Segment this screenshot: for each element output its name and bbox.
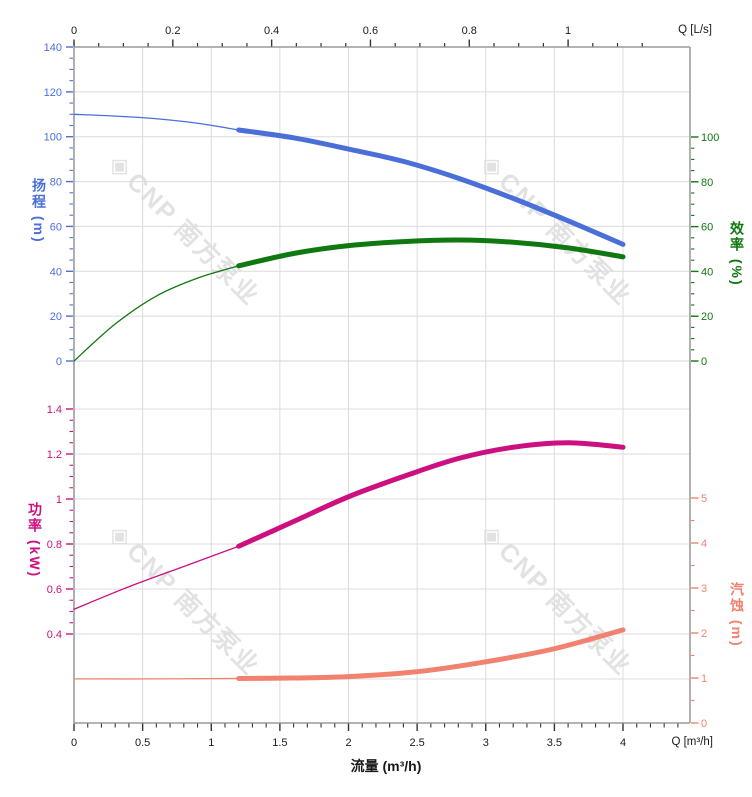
- flow-axis-top: 0 0.2 0.4 0.6 0.8 1: [71, 25, 643, 47]
- svg-text:100: 100: [701, 132, 719, 144]
- svg-text:0.4: 0.4: [47, 629, 62, 641]
- svg-text:0.6: 0.6: [47, 584, 62, 596]
- svg-text:2: 2: [345, 737, 351, 749]
- svg-text:40: 40: [701, 266, 713, 278]
- svg-text:0.8: 0.8: [462, 25, 477, 37]
- svg-text:1: 1: [701, 673, 707, 685]
- flow-unit-bottom-label: Q [m³/h]: [671, 736, 713, 748]
- gridlines: [74, 46, 690, 723]
- svg-text:1: 1: [565, 25, 571, 37]
- svg-text:0: 0: [56, 356, 62, 368]
- svg-text:140: 140: [44, 42, 62, 54]
- svg-text:1.5: 1.5: [272, 737, 287, 749]
- svg-text:80: 80: [701, 177, 713, 189]
- svg-text:0.2: 0.2: [165, 25, 180, 37]
- flow-unit-top-label: Q [L/s]: [678, 24, 712, 36]
- svg-text:3.5: 3.5: [547, 737, 562, 749]
- svg-text:0.8: 0.8: [47, 539, 62, 551]
- svg-text:1: 1: [56, 494, 62, 506]
- efficiency-axis-title: 效率 (%): [729, 221, 745, 287]
- svg-text:120: 120: [44, 87, 62, 99]
- svg-text:5: 5: [701, 493, 707, 505]
- svg-text:2.5: 2.5: [409, 737, 424, 749]
- svg-text:20: 20: [701, 311, 713, 323]
- npsh-curve: [236, 627, 626, 681]
- svg-text:0: 0: [71, 737, 77, 749]
- power-curve-thin: [73, 545, 240, 610]
- npsh-axis: 0 1 2 3 4 5: [691, 493, 707, 730]
- svg-text:4: 4: [620, 737, 626, 749]
- flow-axis-label: 流量 (m³/h): [350, 758, 422, 774]
- axis-frame: [73, 46, 691, 724]
- head-axis: 0 20 40 60 80 100 120 140: [44, 42, 73, 368]
- power-axis: 0.4 0.6 0.8 1 1.2 1.4: [47, 404, 73, 641]
- svg-text:0.5: 0.5: [135, 737, 150, 749]
- svg-text:40: 40: [50, 266, 62, 278]
- svg-text:1: 1: [208, 737, 214, 749]
- head-axis-title: 扬程 (m): [31, 178, 47, 244]
- svg-text:1.2: 1.2: [47, 449, 62, 461]
- svg-text:3: 3: [701, 583, 707, 595]
- head-curve-thin: [73, 113, 240, 131]
- svg-text:100: 100: [44, 132, 62, 144]
- efficiency-curve: [236, 237, 626, 269]
- svg-text:60: 60: [701, 222, 713, 234]
- npsh-axis-title: 汽蚀 (m): [729, 582, 745, 648]
- svg-text:0: 0: [71, 25, 77, 37]
- head-curve: [236, 127, 626, 247]
- efficiency-curve-thin: [73, 265, 240, 362]
- efficiency-axis: 0 20 40 60 80 100: [691, 132, 719, 368]
- svg-text:60: 60: [50, 221, 62, 233]
- svg-text:0.6: 0.6: [363, 25, 378, 37]
- svg-text:0.4: 0.4: [264, 25, 279, 37]
- power-axis-title: 功率 (kW): [27, 502, 43, 579]
- power-curve: [236, 440, 626, 549]
- svg-text:20: 20: [50, 311, 62, 323]
- svg-text:1.4: 1.4: [47, 404, 62, 416]
- svg-text:80: 80: [50, 177, 62, 189]
- svg-text:0: 0: [701, 718, 707, 730]
- curves: [73, 113, 626, 681]
- flow-axis-bottom: 0 0.5 1 1.5 2 2.5 3 3.5 4: [71, 723, 679, 749]
- svg-text:3: 3: [483, 737, 489, 749]
- svg-text:0: 0: [701, 356, 707, 368]
- svg-text:2: 2: [701, 628, 707, 640]
- svg-text:4: 4: [701, 538, 707, 550]
